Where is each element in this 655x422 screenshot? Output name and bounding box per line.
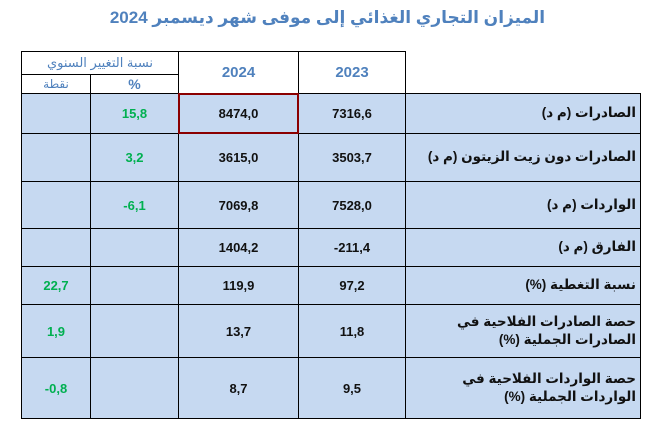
row-3-pts (21, 181, 91, 229)
header-year-2023: 2023 (298, 51, 406, 94)
header-change-points-label: نقطة (43, 77, 69, 91)
row-7-pct (90, 357, 179, 419)
row-5-label: نسبة التغطية (%) (405, 266, 641, 305)
row-6-label: حصة الصادرات الفلاحية في الصادرات الجملي… (405, 304, 641, 358)
row-5-2024: 119,9 (178, 266, 299, 305)
row-3-pct: -6,1 (90, 181, 179, 229)
row-4-pts (21, 228, 91, 267)
row-1-2023: 7316,6 (298, 93, 406, 134)
header-change-points: نقطة (21, 74, 91, 94)
food-trade-balance-table: نسبة التغيير السنوي نقطة % 2024 2023 15,… (21, 51, 641, 419)
row-1-label: الصادرات (م د) (405, 93, 641, 134)
row-3-2023: 7528,0 (298, 181, 406, 229)
header-annual-change: نسبة التغيير السنوي (21, 51, 179, 75)
row-2-2024: 3615,0 (178, 133, 299, 182)
row-3-label: الواردات (م د) (405, 181, 641, 229)
row-7-2023: 9,5 (298, 357, 406, 419)
row-6-pct (90, 304, 179, 358)
row-7-pts: -0,8 (21, 357, 91, 419)
header-year-2024: 2024 (178, 51, 299, 94)
header-change-pct: % (90, 74, 179, 94)
row-4-label: الفارق (م د) (405, 228, 641, 267)
row-4-pct (90, 228, 179, 267)
row-2-pts (21, 133, 91, 182)
header-year-2024-label: 2024 (221, 64, 256, 81)
row-1-pts (21, 93, 91, 134)
row-1-pct: 15,8 (90, 93, 179, 134)
page-title: الميزان التجاري الغذائي إلى موفى شهر ديس… (109, 8, 546, 27)
row-5-2023: 97,2 (298, 266, 406, 305)
row-7-label: حصة الواردات الفلاحية في الواردات الجملي… (405, 357, 641, 419)
row-3-2024: 7069,8 (178, 181, 299, 229)
row-5-pts: 22,7 (21, 266, 91, 305)
row-2-2023: 3503,7 (298, 133, 406, 182)
row-6-2024: 13,7 (178, 304, 299, 358)
row-5-pct (90, 266, 179, 305)
row-2-label: الصادرات دون زيت الزيتون (م د) (405, 133, 641, 182)
header-change-pct-label: % (128, 76, 141, 92)
row-1-2024: 8474,0 (178, 93, 299, 134)
row-7-2024: 8,7 (178, 357, 299, 419)
row-2-pct: 3,2 (90, 133, 179, 182)
row-4-2024: 1404,2 (178, 228, 299, 267)
row-4-2023: -211,4 (298, 228, 406, 267)
header-year-2023-label: 2023 (335, 64, 369, 81)
header-annual-change-label: نسبة التغيير السنوي (46, 55, 154, 70)
row-6-pts: 1,9 (21, 304, 91, 358)
row-6-2023: 11,8 (298, 304, 406, 358)
